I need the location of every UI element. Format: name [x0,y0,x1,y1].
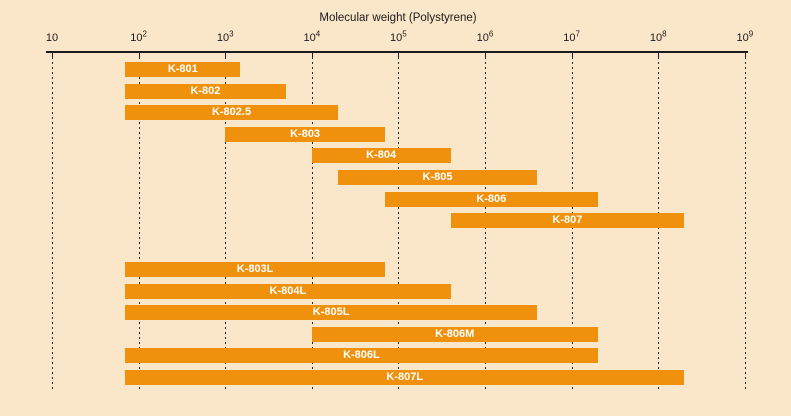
column-name-label: K-805L [312,306,350,319]
column-range-bar-k-802.5: K-802.5 [125,105,338,121]
column-name-label: K-806 [476,192,507,205]
column-name-label: K-802.5 [211,106,252,119]
x-tick-mark [744,53,746,57]
x-tick-mark [311,53,313,57]
column-name-label: K-802 [190,84,221,97]
x-gridline-10e4 [311,57,313,391]
x-tick-label-10e2: 102 [130,29,147,44]
x-tick-mark [52,53,53,57]
column-range-bar-k-805: K-805 [337,170,538,185]
column-range-bar-k-807l: K-807L [125,370,685,385]
x-tick-mark [571,53,573,57]
column-range-bar-k-801: K-801 [125,62,241,77]
column-name-label: K-804L [269,284,307,297]
x-tick-label-10e1: 10 [45,32,59,44]
column-name-label: K-801 [167,63,198,75]
x-tick-label-10e3: 103 [216,29,234,44]
column-name-label: K-805 [422,171,453,183]
x-gridline-10e1 [52,57,53,391]
column-name-label: K-807 [552,214,583,227]
column-range-bar-k-806m: K-806M [311,326,598,342]
x-axis-line [46,51,748,53]
x-gridline-10e3 [225,57,227,391]
x-gridline-10e9 [744,57,746,391]
x-tick-label-10e5: 105 [390,29,407,44]
column-range-bar-k-803: K-803 [225,126,385,142]
column-range-bar-k-806l: K-806L [125,348,598,364]
x-gridline-10e5 [398,57,400,391]
column-range-bar-k-805l: K-805L [125,305,538,321]
x-tick-mark [138,53,140,57]
x-tick-label-10e9: 109 [736,29,754,44]
x-tick-label-10e8: 108 [649,29,667,44]
x-tick-mark [225,53,227,57]
column-range-bar-k-806: K-806 [384,191,598,207]
column-range-bar-k-803l: K-803L [125,262,385,277]
column-name-label: K-806M [435,327,475,340]
column-range-bar-k-804: K-804 [311,148,451,164]
column-name-label: K-806L [343,349,380,362]
column-range-bar-k-804l: K-804L [125,283,451,299]
column-range-bar-k-807: K-807 [450,213,685,229]
x-tick-mark [398,53,400,57]
x-tick-label-10e7: 107 [563,29,580,44]
x-tick-label-10e6: 106 [476,29,494,44]
x-tick-mark [658,53,660,57]
column-name-label: K-804 [366,149,397,162]
chart-title: Molecular weight (Polystyrene) [319,12,477,24]
column-name-label: K-803 [290,127,321,140]
x-tick-label-10e4: 104 [303,29,321,44]
x-gridline-10e2 [138,57,140,391]
column-range-bar-k-802: K-802 [125,83,286,99]
x-tick-mark [485,53,486,57]
column-name-label: K-807L [386,371,424,383]
column-name-label: K-803L [236,263,274,275]
